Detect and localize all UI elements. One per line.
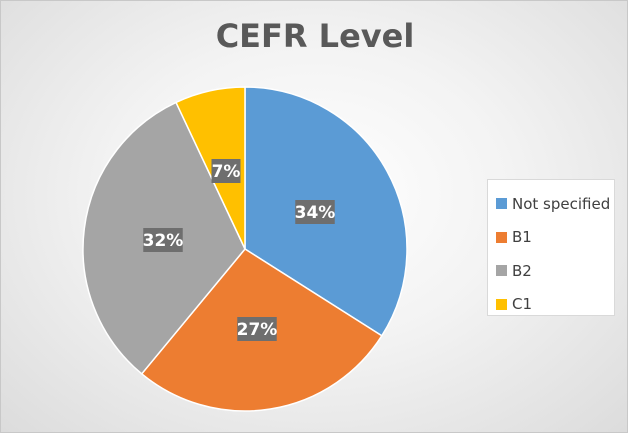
legend-swatch: [496, 198, 507, 210]
data-label: 27%: [237, 320, 278, 340]
data-label-box: [237, 317, 277, 341]
legend-item: Not specified: [496, 187, 614, 221]
data-label: 32%: [143, 231, 184, 251]
data-label-box: [211, 159, 241, 183]
pie-slice-c1: [175, 86, 246, 250]
data-label: 34%: [295, 203, 336, 223]
chart-title: CEFR Level: [215, 17, 415, 55]
legend-label: B2: [512, 261, 532, 280]
legend-swatch: [496, 231, 507, 243]
data-label-box: [143, 228, 183, 252]
legend-label: Not specified: [512, 194, 611, 213]
legend: Not specified B1 B2 C1: [487, 179, 615, 316]
legend-item: B1: [496, 221, 614, 255]
data-label-box: [295, 200, 335, 224]
legend-swatch: [496, 298, 507, 310]
data-label: 7%: [212, 162, 241, 182]
legend-swatch: [496, 265, 507, 277]
legend-item: B2: [496, 254, 614, 288]
legend-label: C1: [512, 295, 533, 314]
legend-item: C1: [496, 288, 614, 322]
legend-label: B1: [512, 228, 532, 247]
